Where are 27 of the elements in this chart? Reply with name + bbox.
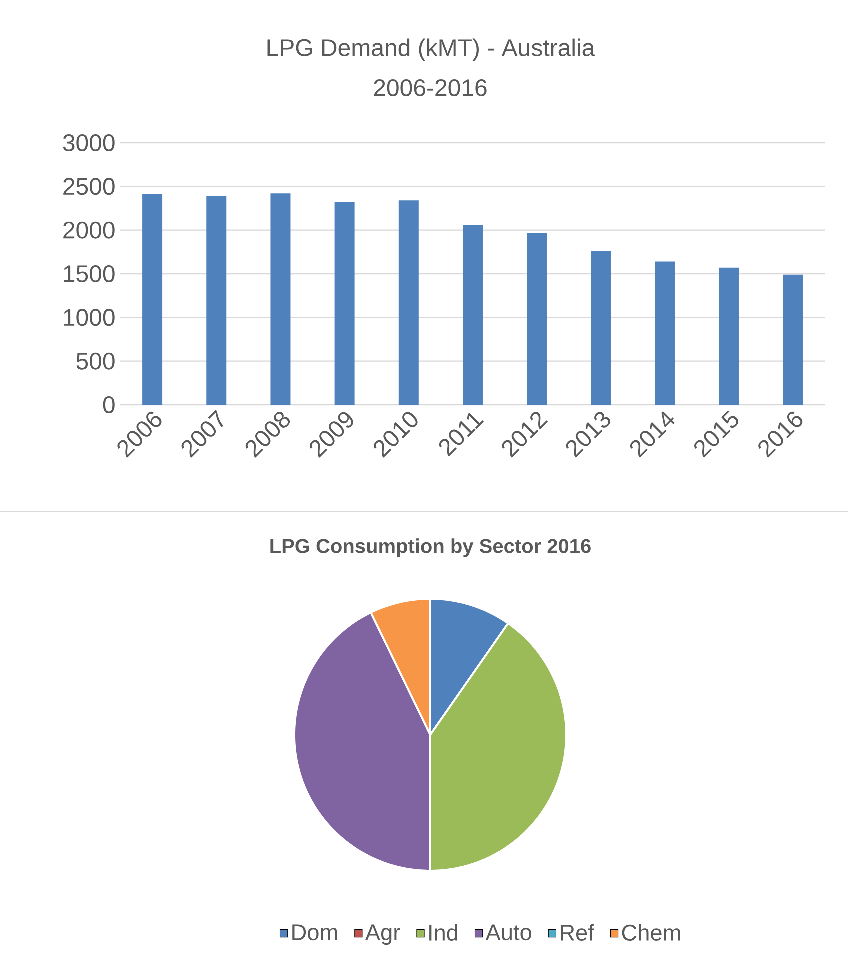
legend-label: Ind <box>430 924 458 941</box>
y-tick-label: 3000 <box>63 134 115 152</box>
chart-title: LPG Consumption by Sector 2016 <box>270 538 591 558</box>
bar <box>463 225 483 405</box>
bar <box>142 194 163 405</box>
y-tick-label: 500 <box>76 352 115 370</box>
legend-label: Ref <box>561 924 594 941</box>
bar <box>655 262 676 405</box>
y-tick-label: 0 <box>103 396 115 414</box>
y-tick-label: 1500 <box>64 265 115 282</box>
bar <box>398 200 419 405</box>
bar <box>527 232 548 405</box>
bar <box>206 196 227 405</box>
bar <box>334 202 355 405</box>
bar <box>591 251 612 405</box>
y-tick-label: 2000 <box>64 222 115 239</box>
legend-label: Dom <box>292 924 338 941</box>
y-tick-label: 1000 <box>64 309 115 326</box>
chart-title: LPG Demand (kMT) - Australia <box>268 38 596 62</box>
chart-subtitle: 2006-2016 <box>374 79 487 96</box>
bar <box>783 274 804 405</box>
legend-label: Chem <box>622 924 680 941</box>
bar <box>270 194 291 405</box>
legend-label: Agr <box>365 924 400 946</box>
legend-label: Auto <box>486 924 532 941</box>
y-tick-label: 2500 <box>64 178 115 196</box>
bar <box>719 268 740 405</box>
